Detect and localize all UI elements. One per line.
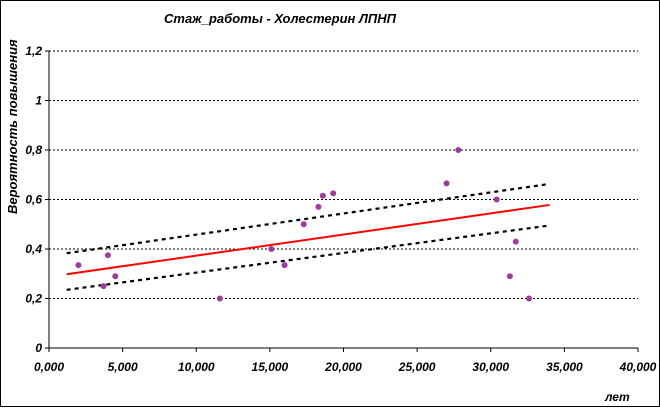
y-tick-label: 0 [35, 341, 42, 355]
y-tick-label: 1,2 [25, 44, 42, 58]
y-tick-label: 0,4 [25, 242, 42, 256]
x-tick-labels: 0,000 5,000 10,000 15,000 20,000 25,000 30,000… [34, 360, 657, 374]
data-point [104, 252, 111, 259]
data-point [330, 190, 337, 197]
data-point [443, 180, 450, 187]
y-axis-label: Вероятность повышения [5, 39, 20, 214]
y-tick-label: 0,2 [25, 292, 42, 306]
ci-lower-line [66, 224, 550, 291]
data-point [319, 192, 326, 199]
y-tick-label: 0,8 [25, 143, 42, 157]
x-axis-label: лет [604, 390, 630, 404]
data-point [112, 273, 119, 280]
regression-line-group [66, 203, 550, 276]
x-tick-label: 40,000 [619, 360, 657, 374]
ci-upper-line [66, 182, 550, 255]
data-point [100, 283, 107, 290]
data-point [300, 221, 307, 228]
x-tick-label: 10,000 [178, 360, 215, 374]
data-point [281, 262, 288, 269]
x-tick-label: 20,000 [324, 360, 362, 374]
y-tick-label: 1 [35, 94, 42, 108]
x-tick-label: 25,000 [398, 360, 436, 374]
data-point [506, 273, 513, 280]
grid-lines [49, 50, 638, 299]
data-point [268, 246, 275, 252]
data-point [493, 196, 500, 203]
regression-line [66, 203, 550, 276]
data-point [526, 295, 533, 302]
x-tick-label: 15,000 [252, 360, 289, 374]
y-tick-labels: 0 0,2 0,4 0,6 0,8 1 1,2 [25, 44, 42, 355]
data-point [315, 203, 322, 210]
data-point [455, 147, 462, 153]
data-point [75, 262, 82, 269]
x-tick-label: 35,000 [546, 360, 583, 374]
y-tick-label: 0,6 [25, 193, 42, 207]
data-point [216, 295, 223, 302]
axes [45, 50, 639, 352]
x-tick-label: 0,000 [34, 360, 64, 374]
x-tick-label: 5,000 [108, 360, 138, 374]
x-tick-label: 30,000 [472, 360, 509, 374]
confidence-bands [66, 182, 550, 291]
chart-title: Стаж_работы - Холестерин ЛПНП [164, 11, 397, 26]
data-points [75, 147, 533, 302]
data-point [512, 238, 519, 245]
